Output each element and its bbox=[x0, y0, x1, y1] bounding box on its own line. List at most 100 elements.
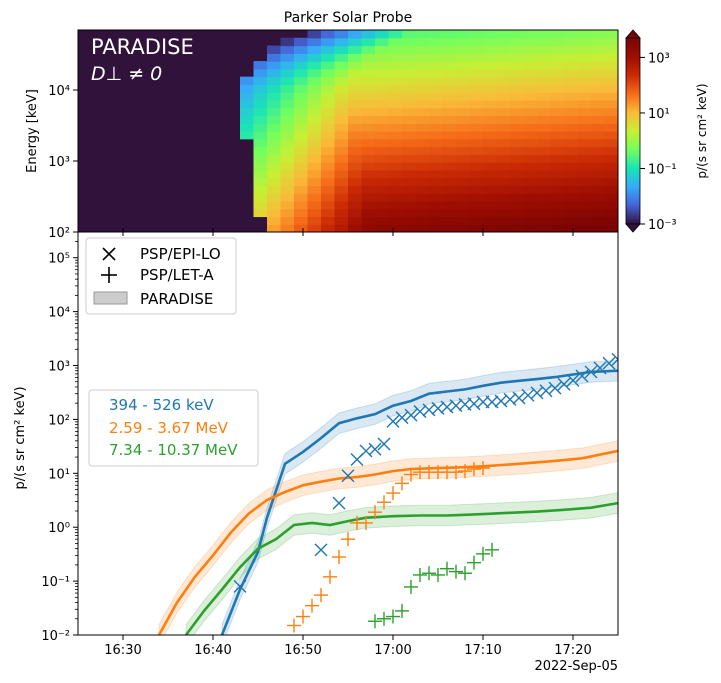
heatmap-cell bbox=[496, 37, 511, 47]
heatmap-cell bbox=[294, 154, 309, 163]
heatmap-cell bbox=[564, 30, 579, 39]
heatmap-cell bbox=[577, 169, 592, 179]
heatmap-cell bbox=[253, 68, 268, 78]
heatmap-cell bbox=[280, 99, 295, 109]
heatmap-cell bbox=[483, 68, 498, 78]
heatmap-cell bbox=[591, 61, 606, 70]
heatmap-cell bbox=[550, 84, 565, 93]
heatmap-cell bbox=[456, 216, 471, 225]
heatmap-cell bbox=[496, 216, 511, 225]
heatmap-cell bbox=[388, 45, 403, 54]
heatmap-cell bbox=[510, 146, 525, 155]
heatmap-cell bbox=[591, 131, 606, 140]
heatmap-cell bbox=[334, 131, 349, 140]
x-tick-label: 17:20 bbox=[554, 643, 591, 658]
heatmap-cell bbox=[456, 92, 471, 101]
heatmap-cell bbox=[537, 68, 552, 78]
heatmap-cell bbox=[591, 200, 606, 210]
heatmap-cell bbox=[388, 115, 403, 124]
heatmap-cell bbox=[469, 99, 484, 109]
heatmap-cell bbox=[375, 30, 390, 39]
epilo-point bbox=[575, 369, 589, 383]
heatmap-cell bbox=[307, 68, 322, 78]
heatmap-cell bbox=[537, 131, 552, 140]
heatmap-cell bbox=[348, 131, 363, 140]
heatmap-cell bbox=[415, 177, 430, 186]
heatmap-cell bbox=[523, 115, 538, 124]
heatmap-cell bbox=[564, 99, 579, 109]
heatmap-cell bbox=[550, 37, 565, 47]
leta-point bbox=[449, 564, 463, 579]
heatmap-cell bbox=[550, 30, 565, 39]
heatmap-cell bbox=[253, 138, 268, 148]
heatmap-cell bbox=[429, 169, 444, 179]
heatmap-cell bbox=[388, 68, 403, 78]
leta-point bbox=[323, 569, 337, 584]
heatmap-cell bbox=[253, 115, 268, 124]
heatmap-cell bbox=[334, 45, 349, 54]
heatmap-cell bbox=[591, 224, 606, 232]
heatmap-cell bbox=[280, 185, 295, 194]
heatmap-cell bbox=[537, 107, 552, 117]
epilo-point bbox=[512, 391, 526, 405]
heatmap-cell bbox=[537, 61, 552, 70]
heatmap-cell bbox=[496, 177, 511, 186]
heatmap-cell bbox=[591, 146, 606, 155]
heatmap-cell bbox=[550, 208, 565, 218]
heatmap-cell bbox=[591, 68, 606, 78]
heatmap-cell bbox=[321, 185, 336, 194]
heatmap-cell bbox=[415, 30, 430, 39]
heatmap-cell bbox=[321, 107, 336, 117]
heatmap-cell bbox=[348, 185, 363, 194]
heatmap-cell bbox=[294, 61, 309, 70]
heatmap-cell bbox=[456, 177, 471, 186]
heatmap-cell bbox=[388, 84, 403, 93]
heatmap-cell bbox=[577, 138, 592, 148]
heatmap-cell bbox=[456, 185, 471, 194]
heatmap-cell bbox=[564, 193, 579, 202]
heatmap-cell bbox=[429, 53, 444, 62]
heatmap-cell bbox=[469, 216, 484, 225]
heatmap-cell bbox=[510, 30, 525, 39]
heatmap-cell bbox=[577, 53, 592, 62]
heatmap-cell bbox=[415, 61, 430, 70]
heatmap-cell bbox=[537, 185, 552, 194]
legend-leta-marker bbox=[101, 267, 117, 283]
heatmap-cell bbox=[456, 162, 471, 171]
heatmap-cell bbox=[469, 208, 484, 218]
heatmap-cell bbox=[334, 37, 349, 47]
heatmap-cell bbox=[483, 45, 498, 54]
heatmap-cell bbox=[267, 216, 282, 225]
heatmap-cell bbox=[510, 200, 525, 210]
heatmap-cell bbox=[415, 45, 430, 54]
heatmap-cell bbox=[604, 123, 618, 132]
heatmap-cell bbox=[348, 162, 363, 171]
heatmap-cell bbox=[253, 146, 268, 155]
heatmap-cell bbox=[294, 92, 309, 101]
model-band-0 bbox=[221, 359, 618, 635]
epilo-point bbox=[314, 543, 328, 557]
heatmap-cell bbox=[564, 154, 579, 163]
heatmap-cell bbox=[280, 216, 295, 225]
heatmap-cell bbox=[429, 76, 444, 85]
heatmap-cell bbox=[348, 146, 363, 155]
heatmap-cell bbox=[523, 84, 538, 93]
heatmap-cell bbox=[321, 45, 336, 54]
heatmap-cell bbox=[550, 92, 565, 101]
heatmap-cell bbox=[510, 185, 525, 194]
heatmap-cell bbox=[348, 53, 363, 62]
heatmap-cell bbox=[253, 61, 268, 70]
epilo-point bbox=[611, 352, 618, 366]
heatmap-cell bbox=[348, 45, 363, 54]
heatmap-cell bbox=[577, 84, 592, 93]
heatmap-cell bbox=[577, 193, 592, 202]
heatmap-cell bbox=[348, 123, 363, 132]
heatmap-cell bbox=[591, 76, 606, 85]
heatmap-cell bbox=[348, 177, 363, 186]
leta-point bbox=[458, 464, 472, 479]
heatmap-cell bbox=[307, 53, 322, 62]
heatmap-cell bbox=[550, 131, 565, 140]
heatmap-cell bbox=[496, 154, 511, 163]
heatmap-cell bbox=[240, 99, 255, 109]
